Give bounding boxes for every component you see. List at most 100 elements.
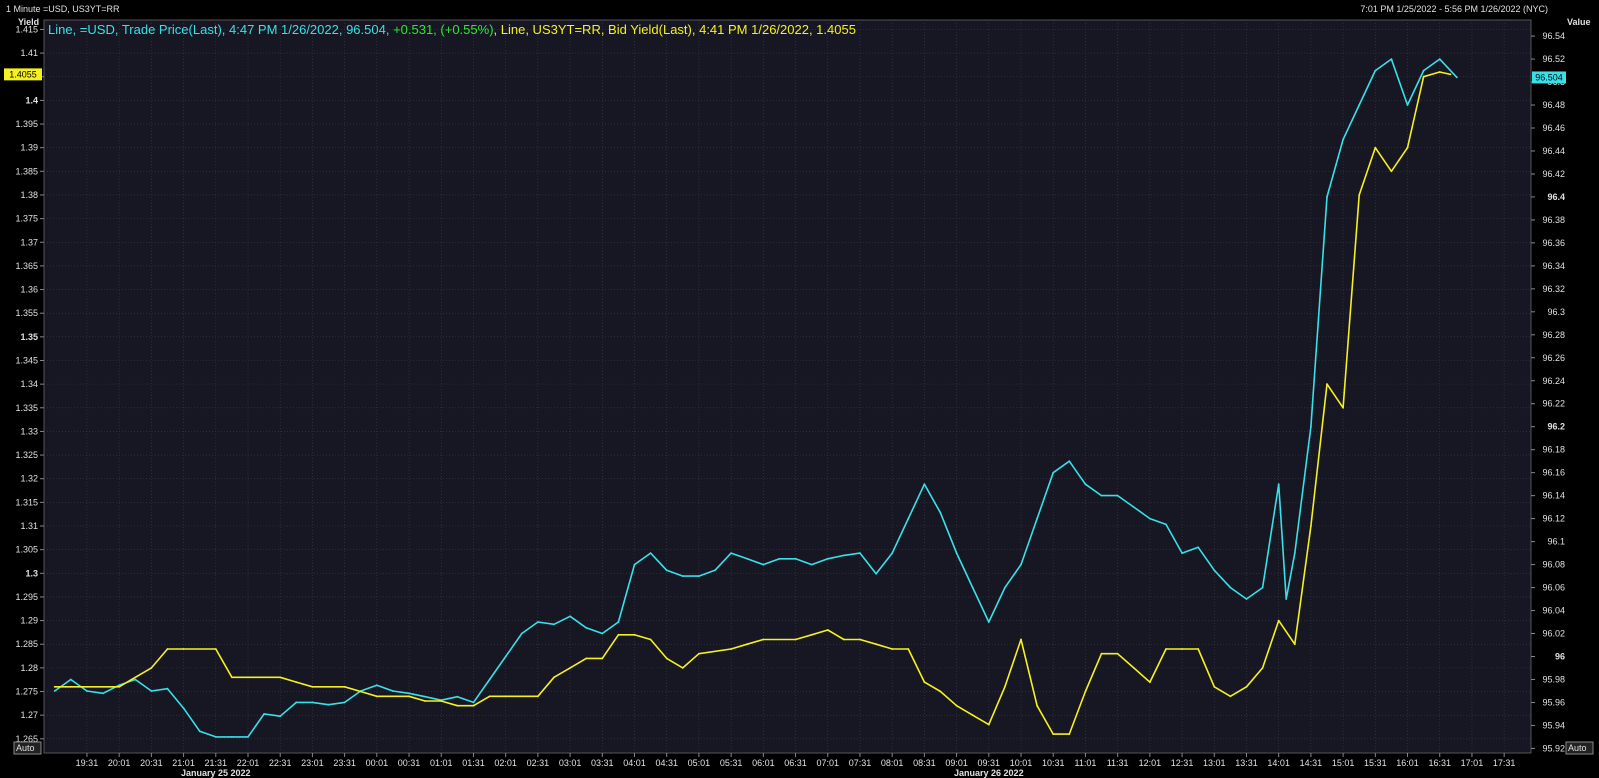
left-tick-label-9: 1.31 bbox=[20, 521, 38, 531]
legend-usd-text: Line, =USD, Trade Price(Last), 4:47 PM 1… bbox=[48, 22, 393, 37]
series-point-1-73 bbox=[1374, 146, 1377, 149]
series-point-0-84 bbox=[1390, 58, 1393, 60]
series-point-1-13 bbox=[343, 685, 346, 688]
series-point-1-67 bbox=[1277, 619, 1280, 622]
x-tick-label-13: 02:01 bbox=[494, 758, 517, 768]
x-tick-label-16: 03:31 bbox=[591, 758, 614, 768]
series-point-0-8 bbox=[182, 707, 185, 710]
left-tick-label-6: 1.295 bbox=[15, 592, 38, 602]
series-point-0-59 bbox=[1004, 586, 1006, 589]
x-tick-label-23: 07:01 bbox=[816, 758, 839, 768]
left-tick-label-18: 1.355 bbox=[15, 308, 38, 318]
legend-usd-change: +0.531, (+0.55%) bbox=[393, 22, 493, 37]
right-tick-label-27: 96.46 bbox=[1542, 123, 1565, 133]
left-tick-label-11: 1.32 bbox=[20, 474, 38, 484]
right-tick-label-16: 96.24 bbox=[1542, 376, 1565, 386]
series-point-0-66 bbox=[1116, 494, 1119, 497]
series-point-1-48 bbox=[971, 714, 974, 717]
grid-lines bbox=[44, 20, 1531, 753]
series-point-1-5 bbox=[166, 648, 169, 650]
left-tick-label-24: 1.385 bbox=[15, 166, 38, 176]
series-point-1-31 bbox=[665, 657, 668, 660]
series-point-1-59 bbox=[1149, 681, 1151, 683]
right-tick-label-6: 96.04 bbox=[1542, 606, 1565, 616]
auto-left-label: Auto bbox=[16, 743, 35, 753]
series-point-1-23 bbox=[537, 695, 539, 698]
series-point-0-39 bbox=[681, 575, 684, 577]
series-point-0-5 bbox=[134, 678, 137, 681]
x-tick-label-8: 23:31 bbox=[333, 758, 356, 768]
x-tick-label-0: 19:31 bbox=[76, 758, 99, 768]
series-point-0-7 bbox=[166, 687, 169, 690]
auto-right-label: Auto bbox=[1568, 743, 1587, 753]
series-point-0-36 bbox=[633, 563, 636, 566]
x-tick-label-9: 00:01 bbox=[366, 758, 389, 768]
left-tick-label-22: 1.375 bbox=[15, 214, 38, 224]
left-tick-label-0: 1.265 bbox=[15, 734, 38, 744]
right-tick-label-0: 95.92 bbox=[1542, 743, 1565, 753]
series-point-0-2 bbox=[86, 690, 88, 692]
series-point-0-57 bbox=[971, 586, 974, 589]
series-point-0-88 bbox=[1456, 76, 1458, 79]
x-tick-label-11: 01:01 bbox=[430, 758, 453, 768]
series-point-1-40 bbox=[843, 638, 845, 641]
x-tick-label-21: 06:01 bbox=[752, 758, 775, 768]
series-point-0-3 bbox=[102, 692, 104, 695]
left-tick-label-10: 1.315 bbox=[15, 497, 38, 507]
series-point-0-70 bbox=[1181, 552, 1183, 554]
auto-right-button[interactable]: Auto bbox=[1565, 741, 1594, 755]
series-point-1-65 bbox=[1245, 685, 1248, 688]
series-point-1-42 bbox=[875, 643, 877, 646]
series-point-0-74 bbox=[1245, 598, 1248, 600]
x-tick-label-25: 08:01 bbox=[881, 758, 904, 768]
right-tick-label-20: 96.32 bbox=[1542, 284, 1565, 294]
left-tick-label-14: 1.335 bbox=[15, 403, 38, 413]
x-tick-label-31: 11:01 bbox=[1075, 758, 1097, 768]
series-point-0-71 bbox=[1197, 546, 1200, 549]
series-point-0-41 bbox=[714, 569, 716, 572]
series-point-0-15 bbox=[295, 701, 298, 704]
series-point-1-27 bbox=[601, 657, 604, 660]
left-tick-label-29: 1.41 bbox=[20, 48, 38, 58]
series-point-0-28 bbox=[504, 655, 507, 658]
series-point-1-77 bbox=[1438, 71, 1441, 73]
auto-left-button[interactable]: Auto bbox=[13, 741, 42, 755]
series-point-0-14 bbox=[279, 715, 282, 718]
left-current-marker-label: 1.4055 bbox=[9, 69, 37, 79]
x-date-label-1: January 26 2022 bbox=[954, 768, 1024, 778]
x-tick-label-29: 10:01 bbox=[1010, 758, 1033, 768]
series-point-0-83 bbox=[1374, 69, 1377, 72]
series-point-0-62 bbox=[1052, 471, 1055, 474]
x-tick-label-24: 07:31 bbox=[849, 758, 872, 768]
series-point-1-49 bbox=[987, 723, 990, 726]
x-tick-label-28: 09:31 bbox=[978, 758, 1001, 768]
series-point-1-72 bbox=[1358, 194, 1361, 196]
series-point-1-30 bbox=[649, 638, 652, 641]
chart-header-title: 1 Minute =USD, US3YT=RR bbox=[6, 4, 120, 14]
right-tick-label-19: 96.3 bbox=[1547, 307, 1565, 317]
chart-time-range: 7:01 PM 1/25/2022 - 5:56 PM 1/26/2022 (N… bbox=[1360, 4, 1548, 14]
series-point-0-60 bbox=[1020, 563, 1022, 566]
series-point-1-2 bbox=[86, 685, 88, 688]
right-tick-label-17: 96.26 bbox=[1542, 353, 1565, 363]
series-point-0-48 bbox=[826, 557, 829, 560]
series-point-1-54 bbox=[1068, 733, 1071, 735]
x-tick-label-37: 14:01 bbox=[1267, 758, 1290, 768]
right-tick-label-15: 96.22 bbox=[1542, 399, 1565, 409]
series-point-0-51 bbox=[875, 572, 877, 575]
x-tick-label-35: 13:01 bbox=[1203, 758, 1226, 768]
right-tick-label-18: 96.28 bbox=[1542, 330, 1565, 340]
right-tick-label-3: 95.98 bbox=[1542, 674, 1565, 684]
x-tick-label-33: 12:01 bbox=[1139, 758, 1162, 768]
series-point-0-45 bbox=[778, 557, 781, 560]
series-point-0-68 bbox=[1149, 517, 1151, 520]
series-point-0-40 bbox=[698, 575, 700, 577]
right-tick-label-10: 96.12 bbox=[1542, 514, 1565, 524]
series-point-0-30 bbox=[537, 621, 539, 623]
series-point-0-81 bbox=[1342, 138, 1344, 141]
series-point-1-55 bbox=[1084, 690, 1087, 693]
series-point-1-47 bbox=[955, 704, 958, 707]
series-point-1-12 bbox=[311, 685, 314, 688]
x-tick-label-22: 06:31 bbox=[784, 758, 807, 768]
right-tick-label-4: 96 bbox=[1555, 651, 1565, 661]
